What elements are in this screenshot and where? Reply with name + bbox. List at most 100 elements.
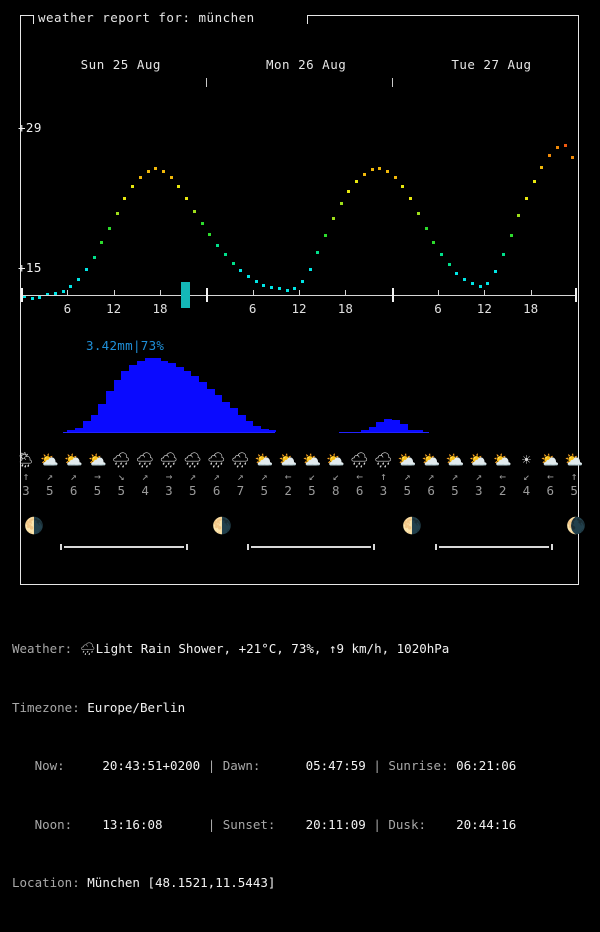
axis-label: 18	[337, 301, 353, 316]
temp-point	[61, 289, 65, 293]
moon-waning-crescent-icon: 🌘	[566, 516, 586, 535]
cloud-sun-icon: ⛅	[278, 451, 298, 469]
hour-axis[interactable]: 6 12 18 6 12 18 6 12 18	[21, 282, 577, 327]
footer-noon-line: Noon: 13:16:08 | Sunset: 20:11:09 | Dusk…	[12, 815, 600, 835]
wind-direction-arrow-icon: ↙	[332, 470, 340, 483]
daylight-bar-1	[251, 546, 371, 548]
day-header-2: Tue 27 Aug	[451, 57, 532, 72]
wind-direction-arrow-icon: ←	[356, 470, 363, 483]
temp-point	[30, 297, 34, 300]
hourly-cell: ⛅ ↗ 6	[420, 452, 443, 499]
moon-last-quarter-icon: 🌗	[212, 516, 232, 535]
temp-point	[494, 270, 498, 274]
now-value: 20:43:51+0200	[102, 758, 201, 773]
cloud-rain-icon: 🌧	[135, 451, 155, 469]
wind-speed-value: 3	[165, 483, 173, 498]
now-marker[interactable]	[180, 282, 190, 308]
frame-top-right-border	[307, 15, 578, 16]
precip-bar	[175, 367, 184, 432]
precip-bar	[376, 422, 385, 432]
temp-point	[524, 197, 528, 201]
moon-last-quarter-icon: 🌗	[24, 516, 44, 535]
wind-direction-arrow-icon: ↗	[141, 470, 149, 483]
temp-point	[246, 275, 250, 279]
weather-value: Light Rain Shower, +21°C, 73%, ↑9 km/h, …	[95, 641, 450, 656]
temp-point	[432, 241, 436, 245]
temp-min-label: +15	[18, 260, 42, 275]
wind-direction-arrow-icon: ↙	[308, 470, 316, 483]
frame-bottom-border	[20, 584, 579, 585]
axis-tick	[252, 290, 254, 295]
wind-speed-value: 6	[355, 483, 364, 498]
wind-speed-value: 5	[308, 483, 316, 498]
precip-bar	[414, 430, 424, 432]
precip-bar	[121, 371, 130, 432]
temp-point	[277, 287, 281, 291]
temp-point	[393, 175, 397, 179]
precip-bar	[391, 420, 400, 432]
hourly-cell: ⛅ ↙ 8	[324, 452, 347, 499]
dusk-label: Dusk:	[388, 816, 427, 832]
hourly-cell: 🌧 ↗ 4	[134, 451, 157, 499]
day-header-0: Sun 25 Aug	[80, 57, 161, 72]
precip-bar	[383, 419, 393, 432]
sunrise-label: Sunrise:	[388, 758, 449, 773]
cloud-rain-icon: 🌧	[230, 451, 250, 469]
frame-top-left-border	[20, 15, 34, 16]
temp-point	[517, 214, 521, 218]
cloud-rain-icon: 🌧	[159, 451, 179, 469]
wind-speed-value: 5	[188, 483, 197, 498]
precipitation-chart: 3.42mm|73%	[21, 335, 577, 435]
precip-bar	[136, 360, 146, 432]
day-separator-1	[206, 78, 208, 87]
precip-bar	[198, 382, 207, 432]
wind-speed-value: 4	[141, 483, 149, 498]
precip-bar	[152, 358, 161, 432]
noon-label: Noon:	[34, 816, 73, 832]
hourly-cell: 🌧 ↗ 5	[181, 452, 204, 499]
sep-1: |	[207, 758, 216, 773]
daylight-end-marker	[247, 544, 249, 550]
axis-tick	[484, 290, 486, 295]
axis-day-boundary	[206, 288, 209, 302]
wind-direction-arrow-icon: ↗	[213, 470, 220, 483]
cloud-sun-icon: ⛅	[302, 451, 322, 469]
page-title: weather report for: münchen	[38, 10, 255, 25]
footer-weather-line: Weather: 🌧Light Rain Shower, +21°C, 73%,…	[12, 639, 600, 659]
cloud-rain-icon: 🌧	[373, 451, 393, 469]
hourly-cell: ⛅ ← 2	[277, 451, 300, 499]
temp-point	[401, 185, 405, 189]
axis-tick	[438, 290, 439, 295]
hourly-cell: ⛅ → 5	[86, 452, 109, 499]
temp-point	[131, 185, 135, 189]
sunrise-value: 06:21:06	[456, 758, 517, 773]
wind-speed-value: 5	[570, 483, 578, 498]
wind-direction-arrow-icon: →	[165, 470, 173, 483]
temp-point	[231, 261, 235, 265]
temp-point	[23, 294, 26, 298]
temp-point	[138, 175, 142, 179]
wind-direction-arrow-icon: →	[94, 470, 101, 483]
wind-direction-arrow-icon: ↗	[70, 470, 77, 483]
hourly-cell: 🌧 ↑ 3	[372, 451, 395, 499]
temp-point	[216, 243, 220, 247]
report-frame	[20, 15, 579, 585]
temp-point	[53, 292, 57, 296]
temp-point	[239, 269, 243, 273]
hourly-cell: ⛅ ↗ 5	[38, 452, 61, 499]
precip-bar	[368, 426, 377, 432]
temp-point	[162, 169, 165, 173]
temp-point	[555, 146, 559, 150]
hourly-cell: ⛅ ← 6	[539, 452, 562, 499]
wind-speed-value: 3	[474, 483, 483, 498]
frame-left-border	[20, 15, 21, 585]
report-footer: Weather: 🌧Light Rain Shower, +21°C, 73%,…	[12, 600, 600, 932]
temp-point	[324, 233, 328, 237]
temp-point	[470, 282, 474, 286]
temp-point	[285, 288, 289, 292]
axis-label: 12	[106, 301, 122, 316]
wind-direction-arrow-icon: ↗	[189, 470, 197, 483]
temp-point	[331, 216, 335, 220]
precip-bar	[67, 430, 76, 432]
temp-point	[347, 190, 351, 194]
